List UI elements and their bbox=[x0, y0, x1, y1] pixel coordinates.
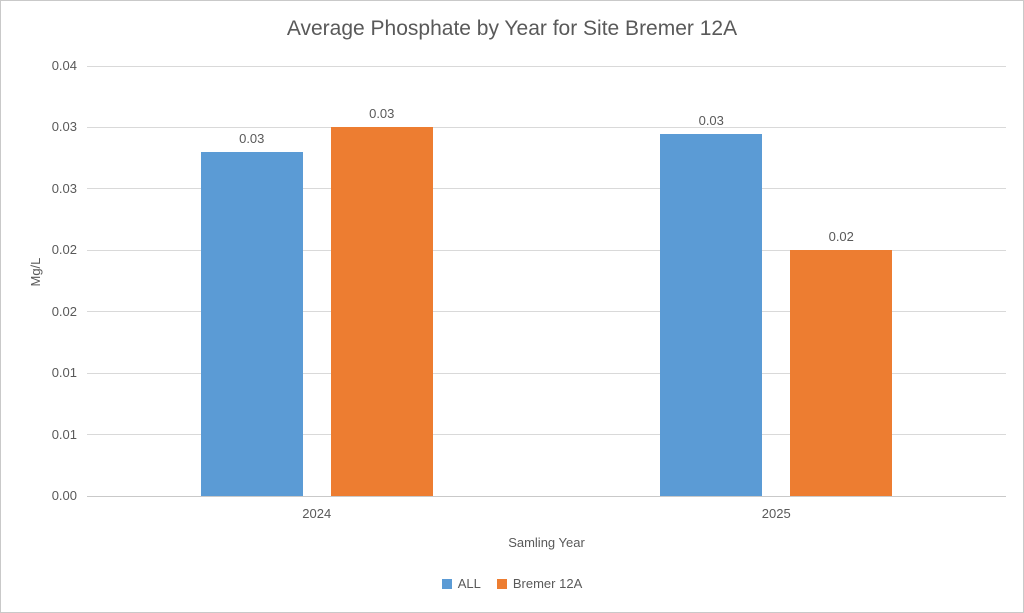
gridline bbox=[87, 65, 1006, 67]
x-tick-label: 2025 bbox=[761, 506, 791, 521]
legend-item-bremer-12a: Bremer 12A bbox=[496, 576, 583, 591]
gridline bbox=[87, 434, 1006, 436]
y-tick-label: 0.02 bbox=[51, 303, 77, 319]
y-tick-label: 0.00 bbox=[51, 488, 77, 503]
y-tick-label: 0.03 bbox=[51, 119, 77, 135]
y-tick-label: 0.04 bbox=[51, 58, 77, 73]
bar-bremer-12a-2024 bbox=[330, 127, 433, 496]
gridline bbox=[87, 311, 1006, 313]
gridline bbox=[87, 495, 1006, 497]
bar-data-label: 0.03 bbox=[698, 112, 724, 128]
x-axis-title: Samling Year bbox=[508, 535, 585, 550]
bar-data-label: 0.03 bbox=[239, 131, 265, 146]
y-tick-label: 0.03 bbox=[51, 180, 77, 196]
bar-bremer-12a-2025 bbox=[790, 250, 893, 496]
legend-label: Bremer 12A bbox=[512, 576, 583, 591]
chart-title: Average Phosphate by Year for Site Breme… bbox=[286, 17, 738, 40]
legend-label: ALL bbox=[457, 576, 481, 591]
bar-all-2025 bbox=[660, 133, 763, 496]
bar-data-label: 0.02 bbox=[828, 229, 854, 245]
legend-swatch bbox=[441, 578, 452, 589]
bar-data-label: 0.03 bbox=[369, 106, 395, 122]
gridline bbox=[87, 126, 1006, 128]
y-tick-label: 0.01 bbox=[51, 365, 77, 381]
gridline bbox=[87, 188, 1006, 190]
legend: ALL Bremer 12A bbox=[1, 576, 1023, 591]
x-tick-label: 2024 bbox=[302, 506, 332, 521]
legend-item-all: ALL bbox=[441, 576, 481, 591]
y-axis-title: Mg/L bbox=[27, 257, 43, 287]
bar-all-2024 bbox=[200, 152, 303, 496]
legend-swatch bbox=[496, 578, 507, 589]
plot-area: 0.03 0.03 0.03 0.02 bbox=[87, 65, 1006, 497]
gridline bbox=[87, 249, 1006, 251]
gridline bbox=[87, 372, 1006, 374]
y-tick-label: 0.02 bbox=[51, 242, 77, 258]
y-tick-label: 0.01 bbox=[51, 426, 77, 442]
